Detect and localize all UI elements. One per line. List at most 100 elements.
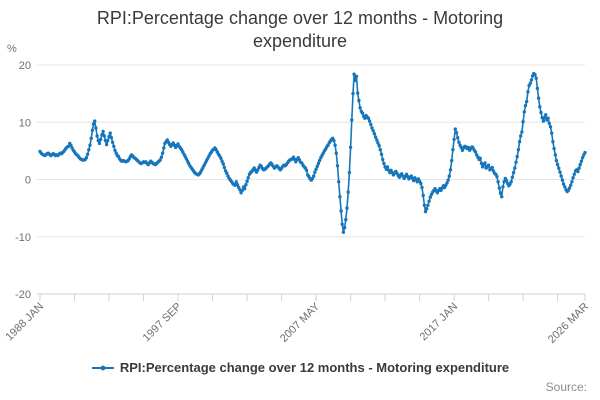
data-point-marker [478, 156, 482, 160]
data-point-marker [219, 156, 223, 160]
data-point-marker [570, 180, 574, 184]
data-point-marker [534, 76, 538, 80]
data-point-marker [95, 134, 99, 138]
data-point-marker [106, 138, 110, 143]
legend: RPI:Percentage change over 12 months - M… [0, 360, 600, 375]
data-point-marker [371, 129, 375, 133]
data-point-marker [542, 116, 547, 120]
data-point-marker [560, 178, 565, 182]
y-tick-label: 10 [19, 117, 31, 129]
data-point-marker [544, 113, 548, 117]
data-point-marker [576, 169, 580, 174]
data-point-marker [84, 156, 89, 160]
data-point-marker [517, 140, 522, 144]
data-point-marker [91, 122, 96, 126]
data-point-marker [535, 86, 540, 91]
x-tick-label: 2026 MAR [546, 301, 591, 346]
data-point-marker [158, 158, 162, 162]
data-point-marker [378, 148, 382, 152]
data-point-marker [334, 151, 338, 155]
data-point-marker [333, 143, 337, 147]
data-point-marker [353, 78, 357, 83]
data-point-marker [225, 171, 229, 175]
data-point-marker [381, 157, 385, 162]
x-tick-label: 2017 JAN [418, 301, 461, 344]
data-point-marker [220, 159, 224, 163]
data-point-marker [338, 195, 342, 199]
data-point-marker [369, 122, 373, 127]
data-point-marker [526, 90, 530, 94]
series-line [39, 72, 586, 233]
data-point-marker [578, 162, 582, 167]
data-point-marker [234, 180, 238, 184]
data-point-marker [454, 130, 459, 135]
data-point-marker [515, 154, 519, 159]
data-point-marker [314, 167, 318, 171]
data-point-marker [514, 160, 518, 164]
data-point-marker [103, 138, 108, 143]
data-point-marker [385, 165, 390, 169]
data-point-marker [244, 183, 248, 187]
data-point-marker [357, 98, 361, 103]
data-point-marker [579, 159, 584, 163]
data-point-marker [90, 128, 95, 132]
data-point-marker [99, 137, 103, 142]
data-point-marker [332, 138, 336, 143]
data-point-marker [315, 164, 319, 168]
data-point-marker [94, 126, 98, 130]
data-point-marker [497, 186, 501, 190]
data-point-marker [529, 78, 534, 82]
data-point-marker [501, 185, 505, 189]
data-point-marker [571, 176, 575, 180]
data-point-marker [367, 119, 372, 123]
data-point-marker [342, 225, 347, 230]
data-point-marker [572, 172, 576, 176]
x-tick-label: 2007 MAY [278, 300, 323, 345]
data-point-marker [445, 181, 449, 185]
legend-item-series[interactable]: RPI:Percentage change over 12 months - M… [91, 360, 509, 375]
data-point-marker [452, 137, 456, 142]
data-point-marker [519, 134, 523, 138]
data-point-marker [561, 182, 566, 186]
y-tick-label: 0 [25, 175, 31, 187]
data-point-marker [547, 121, 551, 126]
data-point-marker [246, 176, 250, 180]
y-tick-label: 20 [19, 60, 31, 72]
y-axis-unit-label: % [7, 43, 17, 55]
data-point-marker [351, 91, 355, 96]
y-tick-label: -20 [15, 289, 31, 301]
data-point-marker [557, 166, 561, 170]
data-point-marker [345, 206, 349, 210]
data-point-marker [483, 161, 487, 165]
data-point-marker [317, 158, 322, 163]
data-point-marker [500, 195, 504, 199]
data-point-marker [421, 193, 425, 198]
data-point-marker [370, 126, 374, 130]
data-point-marker [457, 140, 461, 144]
data-point-marker [552, 146, 556, 151]
data-point-marker [87, 148, 91, 152]
data-point-marker [541, 119, 546, 123]
data-point-marker [504, 178, 509, 183]
data-point-marker [335, 164, 340, 168]
data-point-marker [446, 178, 450, 182]
data-point-marker [337, 180, 341, 184]
data-point-marker [580, 156, 585, 160]
data-point-marker [422, 203, 427, 207]
data-point-marker [346, 190, 350, 194]
data-point-marker [520, 130, 524, 134]
data-point-marker [162, 146, 166, 150]
data-point-marker [563, 185, 567, 189]
data-point-marker [93, 119, 97, 123]
x-tick-label: 1988 JAN [3, 301, 46, 344]
data-point-marker [110, 140, 115, 144]
data-point-marker [235, 183, 240, 187]
data-point-marker [159, 155, 164, 159]
data-point-marker [356, 91, 360, 95]
data-point-marker [528, 81, 532, 86]
data-point-marker [304, 168, 309, 172]
data-point-marker [428, 195, 432, 199]
data-point-marker [102, 134, 107, 138]
data-point-marker [567, 186, 572, 190]
